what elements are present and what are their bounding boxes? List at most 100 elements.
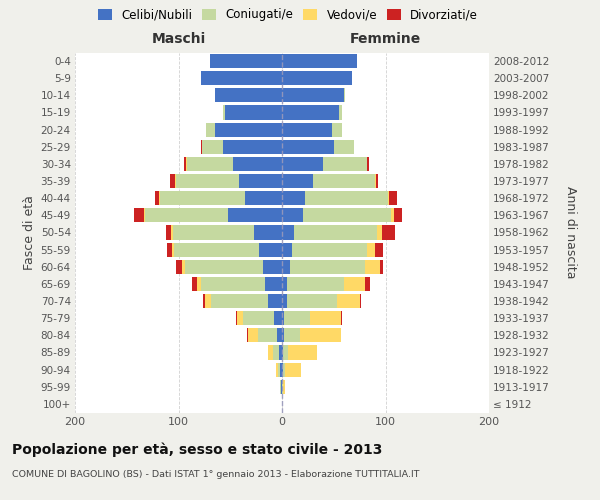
Bar [287,277,344,291]
Bar [185,260,282,274]
Bar [341,311,342,325]
Bar [197,277,282,291]
Bar [201,71,282,85]
Bar [159,191,282,205]
Bar [215,88,282,102]
Bar [389,191,397,205]
Bar [268,294,282,308]
Bar [359,294,361,308]
Bar [145,208,282,222]
Bar [186,157,282,171]
Bar [367,242,375,256]
Bar [279,346,282,360]
Bar [265,277,282,291]
Bar [282,71,352,85]
Bar [170,174,282,188]
Text: Popolazione per età, sesso e stato civile - 2013: Popolazione per età, sesso e stato civil… [12,442,382,457]
Bar [155,191,282,205]
Y-axis label: Fasce di età: Fasce di età [23,195,37,270]
Bar [167,242,282,256]
Bar [172,242,282,256]
Text: Maschi: Maschi [151,32,206,46]
Bar [209,54,282,68]
Bar [268,346,282,360]
Bar [171,226,282,239]
Bar [375,174,376,188]
Bar [282,260,290,274]
Bar [334,140,355,154]
Bar [223,106,282,120]
Bar [282,362,283,376]
Bar [299,328,341,342]
Bar [134,208,282,222]
Bar [223,106,282,120]
Bar [282,122,332,136]
Bar [225,106,282,120]
Bar [283,346,288,360]
Bar [305,191,388,205]
Bar [228,208,282,222]
Bar [187,157,282,171]
Bar [276,362,282,376]
Bar [209,54,282,68]
Bar [175,242,282,256]
Bar [166,226,282,239]
Bar [280,380,282,394]
Bar [276,362,282,376]
Bar [201,71,282,85]
Bar [282,208,303,222]
Bar [282,294,287,308]
Bar [223,106,282,120]
Bar [282,311,284,325]
Bar [209,54,282,68]
Bar [283,380,285,394]
Bar [377,226,382,239]
Bar [282,140,334,154]
Bar [380,260,383,274]
Bar [203,294,282,308]
Bar [248,328,282,342]
Bar [290,260,365,274]
Bar [394,208,402,222]
Bar [323,157,367,171]
Bar [201,140,282,154]
Bar [283,362,285,376]
Bar [176,260,282,274]
Bar [239,174,282,188]
Bar [344,277,365,291]
Bar [215,88,282,102]
Bar [238,311,282,325]
Bar [280,362,282,376]
Bar [388,191,389,205]
Bar [184,157,282,171]
Bar [201,277,282,291]
Bar [282,380,283,394]
Bar [259,242,282,256]
Bar [277,328,282,342]
Text: COMUNE DI BAGOLINO (BS) - Dati ISTAT 1° gennaio 2013 - Elaborazione TUTTITALIA.I: COMUNE DI BAGOLINO (BS) - Dati ISTAT 1° … [12,470,419,479]
Bar [365,277,370,291]
Bar [274,311,282,325]
Bar [176,174,282,188]
Bar [254,226,282,239]
Bar [206,122,282,136]
Bar [211,294,282,308]
Bar [245,191,282,205]
Bar [145,208,282,222]
Bar [367,157,369,171]
Bar [268,346,282,360]
Bar [285,362,301,376]
Bar [272,346,282,360]
Bar [303,208,391,222]
Bar [215,122,282,136]
Bar [282,157,323,171]
Bar [282,88,344,102]
Bar [160,191,282,205]
Bar [280,380,282,394]
Bar [175,174,282,188]
Bar [215,88,282,102]
Bar [376,174,378,188]
Bar [284,328,299,342]
Bar [282,226,295,239]
Bar [278,362,282,376]
